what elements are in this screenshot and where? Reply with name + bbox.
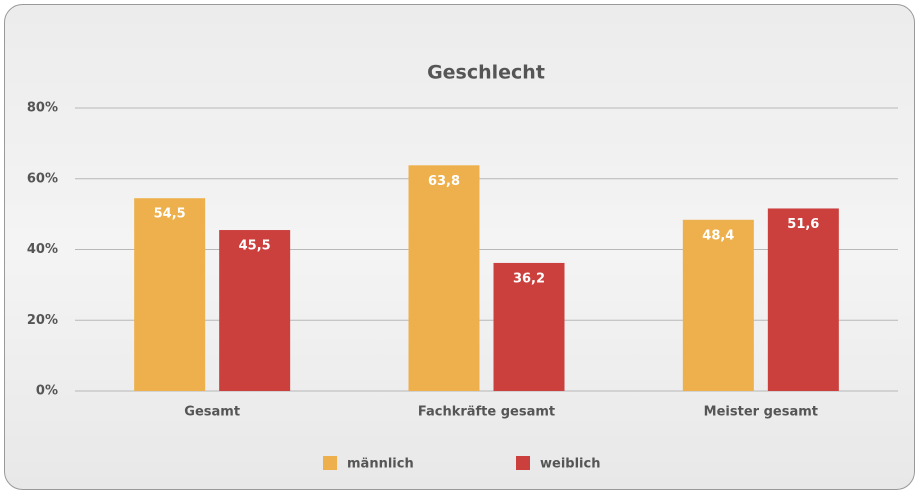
value-label: 48,4: [702, 228, 734, 243]
y-tick-label: 20%: [27, 313, 58, 328]
bar: [767, 208, 839, 391]
x-tick-label: Gesamt: [184, 405, 240, 420]
value-label: 45,5: [239, 239, 271, 254]
chart-title: Geschlecht: [427, 62, 545, 84]
value-label: 54,5: [154, 207, 186, 222]
bar: [408, 165, 480, 391]
y-tick-label: 60%: [27, 171, 58, 186]
y-tick-label: 80%: [27, 101, 58, 116]
value-label: 63,8: [428, 174, 460, 189]
y-tick-label: 0%: [36, 384, 58, 399]
bar: [682, 219, 754, 391]
bar: [493, 262, 565, 391]
legend-label: männlich: [347, 457, 414, 472]
value-label: 36,2: [513, 271, 545, 286]
legend-label: weiblich: [540, 457, 600, 472]
x-tick-label: Meister gesamt: [704, 405, 818, 420]
x-tick-label: Fachkräfte gesamt: [418, 405, 555, 420]
legend-swatch: [516, 456, 530, 470]
y-tick-label: 40%: [27, 242, 58, 257]
value-label: 51,6: [787, 217, 819, 232]
bar: [219, 230, 291, 391]
legend-swatch: [323, 456, 337, 470]
bar: [134, 198, 206, 391]
